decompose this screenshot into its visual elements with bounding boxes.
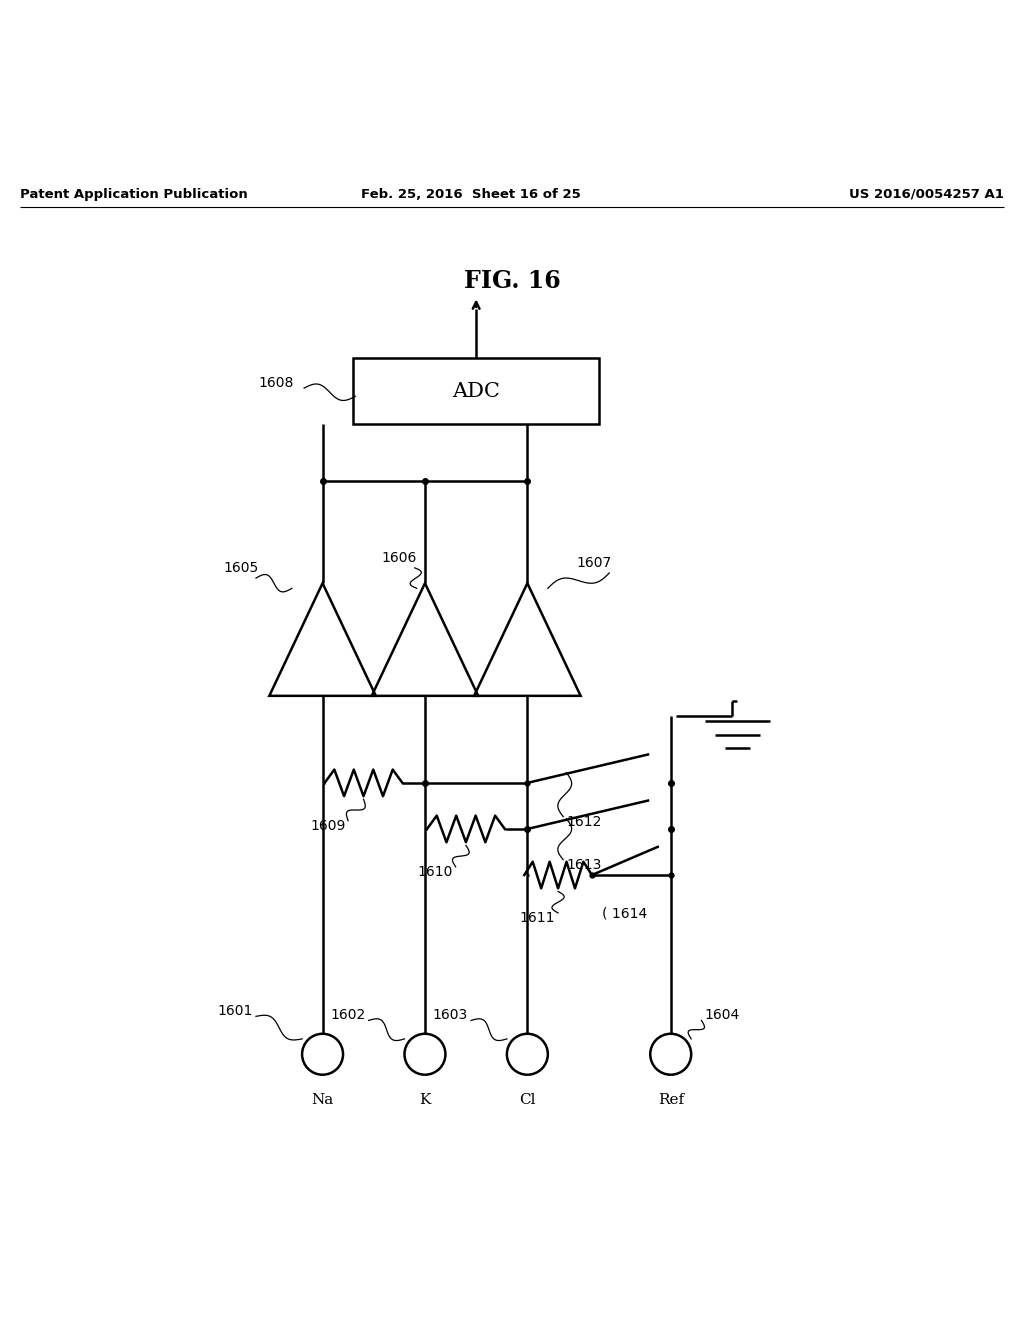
Text: Cl: Cl	[519, 1093, 536, 1107]
Text: Ref: Ref	[657, 1093, 684, 1107]
Text: 1613: 1613	[566, 858, 601, 871]
Text: Na: Na	[311, 1093, 334, 1107]
Text: 1602: 1602	[331, 1008, 366, 1022]
Text: 1608: 1608	[259, 376, 294, 389]
Text: ADC: ADC	[453, 381, 500, 401]
Text: 1609: 1609	[310, 818, 345, 833]
Text: 1604: 1604	[705, 1008, 739, 1022]
Text: 1606: 1606	[382, 550, 417, 565]
Text: 1610: 1610	[418, 865, 453, 879]
Text: 1605: 1605	[223, 561, 258, 574]
Text: 1612: 1612	[566, 814, 601, 829]
Text: US 2016/0054257 A1: US 2016/0054257 A1	[849, 187, 1004, 201]
Text: 1607: 1607	[577, 556, 611, 570]
Text: Feb. 25, 2016  Sheet 16 of 25: Feb. 25, 2016 Sheet 16 of 25	[361, 187, 581, 201]
Text: K: K	[419, 1093, 431, 1107]
Text: ( 1614: ( 1614	[602, 907, 647, 921]
Text: FIG. 16: FIG. 16	[464, 269, 560, 293]
Text: Patent Application Publication: Patent Application Publication	[20, 187, 248, 201]
Text: 1611: 1611	[520, 911, 555, 925]
Text: 1603: 1603	[433, 1008, 468, 1022]
Text: 1601: 1601	[218, 1005, 253, 1018]
